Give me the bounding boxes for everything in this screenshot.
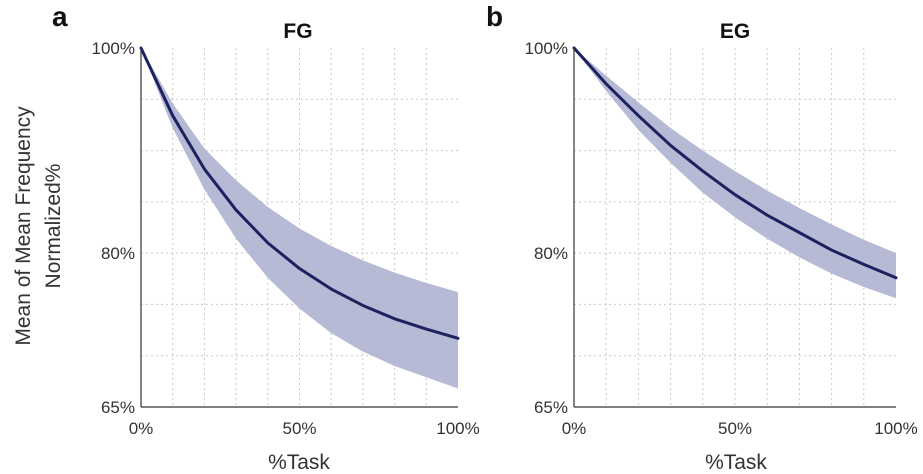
y-tick-label-eg: 65% [534,398,568,417]
panel-fg: a FG 0% 50% 100% 65% 80% 100% %Task [52,1,480,474]
y-tick-label-eg: 80% [534,244,568,263]
confidence-band-eg [574,48,896,299]
band-layer-eg [574,48,896,299]
y-axis-label-line-2: Normalized% [42,164,65,289]
x-tick-label-eg: 50% [718,419,752,438]
y-tick-label-eg: 100% [525,39,568,58]
confidence-band-fg [141,48,458,389]
axes-eg [573,48,896,408]
mean-curve-eg [572,46,898,280]
panel-title-fg: FG [283,20,312,43]
axes-fg [140,48,458,408]
panel-title-eg: EG [720,20,750,43]
panel-letter-b: b [486,1,503,32]
x-tick-label-fg: 100% [436,419,479,438]
x-tick-label-eg: 100% [874,419,917,438]
x-tick-label-fg: 50% [282,419,316,438]
panel-letter-a: a [52,1,68,32]
y-tick-label-fg: 65% [101,398,135,417]
y-tick-label-fg: 80% [101,244,135,263]
x-tick-label-eg: 0% [562,419,587,438]
line-layer-eg [572,46,898,280]
tick-labels-eg: 0% 50% 100% 65% 80% 100% [525,39,918,438]
band-layer-fg [141,48,458,389]
tick-labels-fg: 0% 50% 100% 65% 80% 100% [92,39,480,438]
x-axis-label-eg: %Task [705,451,767,474]
y-tick-label-fg: 100% [92,39,135,58]
mean-curve-fg [139,46,460,340]
line-layer-fg [139,46,460,340]
panel-eg: b EG 0% 50% 100% 65% 80% 100% %Task [486,1,918,474]
x-axis-label-fg: %Task [268,451,330,474]
y-axis-label-line-1: Mean of Mean Frequency [12,106,35,346]
x-tick-label-fg: 0% [129,419,154,438]
